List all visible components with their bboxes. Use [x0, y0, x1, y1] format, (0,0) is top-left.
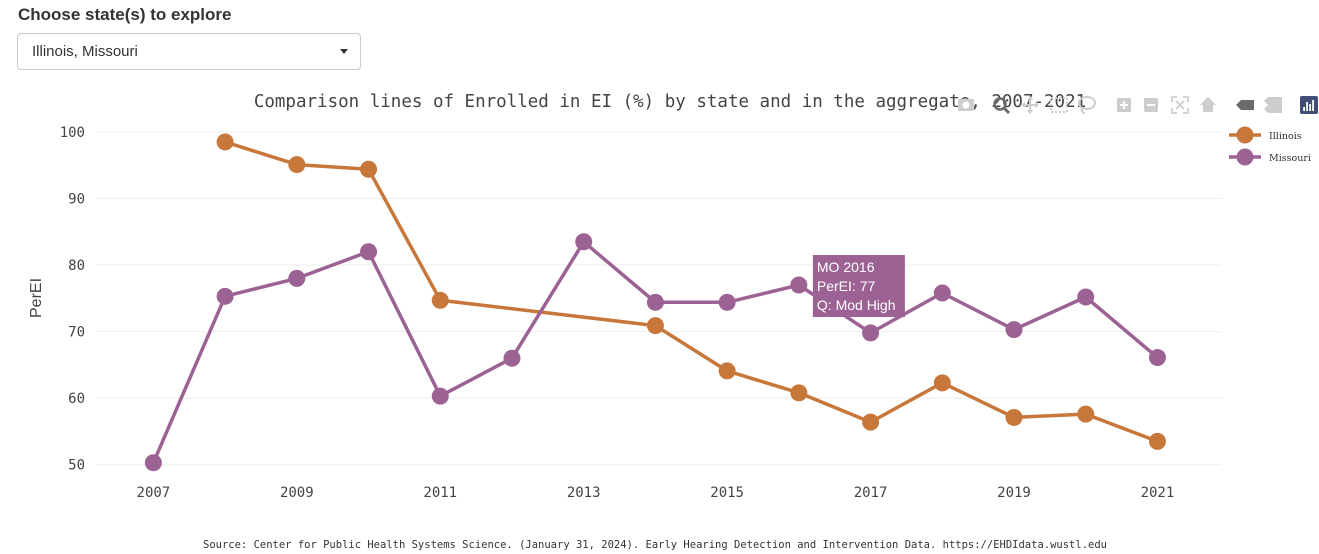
data-point[interactable] [790, 276, 808, 294]
series-missouri [144, 233, 1166, 472]
data-point[interactable] [933, 374, 951, 392]
data-point[interactable] [360, 243, 378, 261]
plotly-logo-icon[interactable] [1300, 96, 1318, 114]
x-tick-label: 2017 [854, 485, 888, 501]
data-point[interactable] [1148, 349, 1166, 367]
data-point[interactable] [862, 413, 880, 431]
lasso-icon[interactable] [1078, 96, 1096, 114]
chart-title: Comparison lines of Enrolled in EI (%) b… [254, 92, 1086, 112]
y-tick-label: 60 [68, 391, 85, 407]
pan-icon[interactable] [1021, 96, 1039, 114]
y-tick-label: 80 [68, 258, 85, 274]
data-point[interactable] [503, 349, 521, 367]
legend[interactable]: Illinois Missouri [1229, 126, 1311, 166]
data-point[interactable] [288, 156, 306, 174]
x-tick-label: 2011 [423, 485, 457, 501]
x-tick-label: 2009 [280, 485, 314, 501]
hover-compare-icon[interactable] [1264, 97, 1282, 113]
series-lines [144, 133, 1166, 472]
legend-swatch-marker [1236, 126, 1254, 144]
x-axis-ticks: 2007 2009 2011 2013 2015 2017 2019 2021 [137, 485, 1175, 501]
series-line [224, 140, 1159, 444]
data-point[interactable] [216, 287, 234, 305]
modebar[interactable] [958, 96, 1318, 115]
data-point[interactable] [431, 291, 449, 309]
y-tick-label: 90 [68, 192, 85, 208]
data-point[interactable] [646, 317, 664, 335]
data-point[interactable] [933, 284, 951, 302]
x-tick-label: 2007 [137, 485, 171, 501]
reset-axes-icon[interactable] [1200, 97, 1216, 112]
source-caption: Source: Center for Public Health Systems… [203, 539, 1107, 551]
data-point[interactable] [216, 133, 234, 151]
y-tick-label: 100 [60, 125, 85, 141]
data-point[interactable] [862, 324, 880, 342]
data-point[interactable] [718, 293, 736, 311]
x-tick-label: 2019 [997, 485, 1031, 501]
chevron-down-icon [340, 49, 348, 54]
data-point[interactable] [718, 362, 736, 380]
y-tick-label: 70 [68, 325, 85, 341]
data-point[interactable] [288, 269, 306, 287]
data-point[interactable] [1005, 321, 1023, 339]
data-point[interactable] [144, 454, 162, 472]
legend-label: Illinois [1269, 131, 1302, 142]
data-point[interactable] [1077, 405, 1095, 423]
x-tick-label: 2015 [710, 485, 744, 501]
legend-item-illinois[interactable]: Illinois [1229, 126, 1302, 144]
x-tick-label: 2013 [567, 485, 601, 501]
data-point[interactable] [575, 233, 593, 251]
state-select[interactable]: Illinois, Missouri [17, 33, 361, 70]
zoom-in-icon[interactable] [1117, 98, 1131, 112]
camera-icon[interactable] [958, 99, 974, 111]
data-point[interactable] [431, 387, 449, 405]
tooltip-line-3: Q: Mod High [817, 297, 896, 313]
autoscale-icon[interactable] [1171, 96, 1189, 114]
zoom-out-icon[interactable] [1144, 98, 1158, 112]
legend-item-missouri[interactable]: Missouri [1229, 148, 1311, 166]
data-point[interactable] [790, 384, 808, 402]
tooltip-box [812, 255, 905, 317]
hover-closest-icon[interactable] [1236, 100, 1254, 110]
state-select-value: Illinois, Missouri [32, 43, 138, 60]
box-select-icon[interactable] [1050, 97, 1068, 113]
hover-tooltip: MO 2016 PerEI: 77 Q: Mod High [812, 255, 905, 317]
tooltip-line-2: PerEI: 77 [817, 278, 876, 294]
legend-swatch-marker [1236, 148, 1254, 166]
y-axis-ticks: 50 60 70 80 90 100 [60, 125, 85, 474]
y-tick-label: 50 [68, 458, 85, 474]
series-illinois [216, 133, 1166, 450]
data-point[interactable] [1005, 408, 1023, 426]
zoom-icon[interactable] [993, 97, 1011, 115]
data-point[interactable] [646, 293, 664, 311]
tooltip-line-1: MO 2016 [817, 259, 875, 275]
data-point[interactable] [1148, 432, 1166, 450]
legend-label: Missouri [1269, 153, 1311, 164]
y-axis-label: PerEI [28, 278, 45, 318]
state-picker-label: Choose state(s) to explore [18, 5, 232, 24]
data-point[interactable] [360, 160, 378, 178]
x-tick-label: 2021 [1141, 485, 1175, 501]
data-point[interactable] [1077, 288, 1095, 306]
grid-lines [96, 131, 1222, 466]
